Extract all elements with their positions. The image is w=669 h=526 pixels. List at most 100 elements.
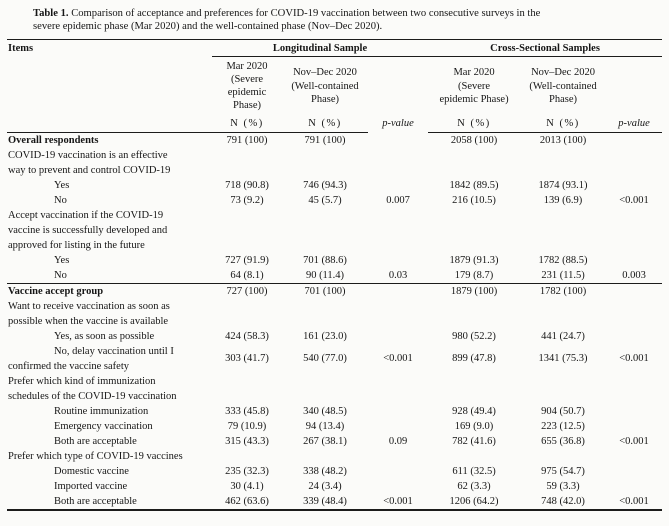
item-label: No (54, 194, 67, 206)
phase-header-row: Mar 2020 (Severe epidemic Phase) Nov–Dec… (7, 56, 662, 114)
item-label: COVID-19 vaccination is an effective way… (8, 149, 171, 176)
column-header-cross-sectional-nov-dec-2020: Nov–Dec 2020 (Well-contained Phase) (529, 67, 597, 105)
value-cell: 333 (45.8) (225, 405, 269, 417)
pvalue-cell (606, 464, 662, 479)
table-row: Domestic vaccine 235 (32.3) 338 (48.2) 611 … (7, 464, 662, 479)
value-cell: 169 (9.0) (454, 420, 494, 432)
value-cell: 179 (8.7) (428, 267, 521, 284)
pvalue-cell (606, 178, 662, 193)
pvalue-cell (606, 283, 662, 299)
item-label: Vaccine accept group (8, 285, 104, 297)
table-row: Prefer which kind of immunization schedu… (7, 374, 662, 404)
value-cell: 904 (50.7) (541, 405, 585, 417)
item-label: Routine immunization (54, 405, 149, 417)
column-header-cross-sectional-pvalue-spacer (606, 56, 662, 114)
value-cell: 235 (32.3) (225, 465, 269, 477)
item-label: Prefer which type of COVID-19 vaccines (8, 450, 183, 462)
column-header-n-percent: N (%) (212, 114, 282, 133)
item-label: Domestic vaccine (54, 465, 129, 477)
column-header-longitudinal-mar-2020: Mar 2020 (Severe epidemic Phase) (226, 60, 268, 112)
pvalue-cell (368, 464, 428, 479)
value-cell: 1782 (88.5) (538, 254, 588, 266)
column-header-pvalue: p-value (382, 117, 414, 129)
value-cell: 1879 (100) (450, 285, 498, 297)
value-cell: 611 (32.5) (452, 465, 496, 477)
value-cell (282, 374, 368, 404)
value-cell: 1879 (91.3) (449, 254, 499, 266)
column-header-items: Items (7, 39, 212, 133)
pvalue-cell: <0.001 (619, 194, 649, 206)
pvalue-cell (368, 299, 428, 329)
value-cell (212, 299, 282, 329)
value-cell (428, 374, 520, 404)
value-cell (282, 449, 368, 464)
table-row: Yes 727 (91.9) 701 (88.6) 1879 (91.3) 1782 (… (7, 253, 662, 268)
value-cell: 928 (49.4) (452, 405, 496, 417)
column-header-cross-sectional-mar-2020: Mar 2020 (Severe epidemic Phase) (439, 67, 509, 105)
value-cell (428, 449, 520, 464)
value-cell: 139 (6.9) (543, 194, 583, 206)
pvalue-cell (368, 419, 428, 434)
value-cell: 2058 (100) (450, 134, 498, 146)
table-body: Overall respondents 791 (100) 791 (100) 205… (7, 132, 663, 511)
value-cell: 701 (88.6) (303, 254, 347, 266)
value-cell (212, 374, 282, 404)
value-cell: 975 (54.7) (541, 465, 585, 477)
value-cell: 303 (41.7) (225, 353, 269, 365)
pvalue-cell (606, 208, 662, 253)
value-cell: 2013 (100) (539, 134, 587, 146)
value-cell: 64 (8.1) (212, 267, 282, 284)
value-cell: 340 (48.5) (303, 405, 347, 417)
value-cell: 424 (58.3) (225, 330, 269, 342)
value-cell: 746 (94.3) (303, 179, 347, 191)
value-cell (520, 374, 606, 404)
value-cell: 718 (90.8) (225, 179, 269, 191)
value-cell: 791 (100) (304, 134, 346, 146)
pvalue-cell: <0.001 (619, 435, 649, 447)
value-cell: 540 (77.0) (303, 353, 347, 365)
pvalue-cell: 0.003 (606, 267, 663, 284)
value-cell: 45 (5.7) (308, 194, 342, 206)
table-row: Both are acceptable 462 (63.6) 339 (48.4) <… (7, 493, 663, 511)
page: { "caption": { "label": "Table 1.", "tex… (0, 7, 669, 526)
table-row: Imported vaccine 30 (4.1) 24 (3.4) 62 (3.3)… (7, 479, 662, 494)
value-cell (520, 449, 606, 464)
value-cell (428, 208, 520, 253)
pvalue-cell (368, 148, 428, 178)
column-header-n-percent: N (%) (520, 114, 607, 133)
value-cell: 980 (52.2) (452, 330, 496, 342)
value-cell: 441 (24.7) (541, 330, 585, 342)
pvalue-cell (606, 148, 662, 178)
value-cell: 899 (47.8) (452, 353, 496, 365)
pvalue-cell (606, 374, 662, 404)
table-row: Yes 718 (90.8) 746 (94.3) 1842 (89.5) 1874 (… (7, 178, 662, 193)
value-cell: 462 (63.6) (212, 493, 282, 511)
group-header-row: Items Longitudinal Sample Cross-Sectiona… (7, 39, 663, 133)
value-cell: 315 (43.3) (225, 435, 269, 447)
table-row: Accept vaccination if the COVID-19 vacci… (7, 208, 662, 253)
value-cell: 223 (12.5) (541, 420, 585, 432)
column-header-longitudinal-pvalue-spacer (368, 56, 428, 114)
pvalue-cell (368, 404, 428, 419)
item-label: Imported vaccine (54, 480, 128, 492)
value-cell (212, 449, 282, 464)
value-cell (520, 148, 606, 178)
value-cell: 1782 (100) (539, 285, 587, 297)
value-cell: 655 (36.8) (541, 435, 585, 447)
item-label: Want to receive vaccination as soon as p… (8, 300, 170, 327)
table-header: Items Longitudinal Sample Cross-Sectiona… (7, 39, 663, 133)
item-label: Both are acceptable (7, 493, 212, 511)
value-cell: 748 (42.0) (520, 493, 607, 511)
pvalue-cell: <0.001 (619, 353, 649, 365)
pvalue-cell (606, 419, 662, 434)
value-cell: 1842 (89.5) (449, 179, 499, 191)
table-row: Routine immunization 333 (45.8) 340 (48.5)… (7, 404, 662, 419)
value-cell: 216 (10.5) (452, 194, 496, 206)
item-label: No (7, 267, 212, 284)
item-label: Prefer which kind of immunization schedu… (8, 375, 177, 402)
pvalue-cell (606, 449, 662, 464)
pvalue-cell (368, 132, 428, 148)
pvalue-cell: 0.09 (388, 435, 408, 447)
value-cell: 339 (48.4) (282, 493, 368, 511)
item-label: Yes, as soon as possible (54, 330, 155, 342)
